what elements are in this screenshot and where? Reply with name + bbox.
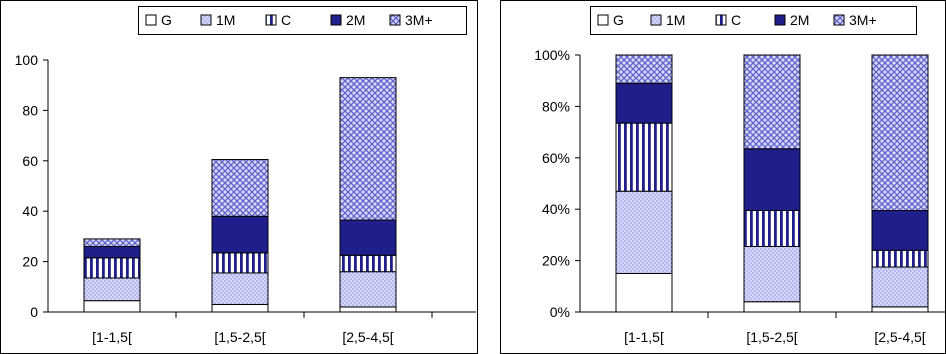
- legend-box: [138, 6, 467, 35]
- legend-label: 3M+: [849, 12, 877, 28]
- bar-segment-c: [211, 252, 269, 274]
- bar-segment-3mplus: [871, 54, 929, 211]
- bar-segment-1m: [615, 190, 673, 274]
- legend-swatch: [650, 14, 662, 26]
- y-tick-label: 0: [30, 304, 38, 320]
- legend-label: G: [613, 12, 624, 28]
- bar-segment-g: [211, 303, 269, 313]
- bar-segment-3mplus: [615, 54, 673, 84]
- legend-label: 1M: [666, 12, 685, 28]
- legend-swatch: [715, 14, 727, 26]
- bar-segment-2m: [743, 148, 801, 211]
- bar-segment-3mplus: [83, 238, 141, 247]
- y-tick-label: 80: [22, 102, 38, 118]
- legend-label: 1M: [216, 12, 235, 28]
- bar-segment-g: [871, 306, 929, 313]
- legend-label: 2M: [346, 12, 365, 28]
- legend-swatch: [597, 14, 609, 26]
- bar-segment-c: [83, 257, 141, 279]
- x-tick-label: [1-1,5[: [624, 329, 664, 345]
- bar-segment-2m: [871, 209, 929, 251]
- legend-label: 2M: [790, 12, 809, 28]
- bar-segment-3mplus: [743, 54, 801, 150]
- bar-segment-g: [743, 301, 801, 313]
- legend-label: C: [731, 12, 741, 28]
- bar-segment-1m: [339, 271, 397, 308]
- legend: G 1M C 2M 3M+: [590, 6, 917, 35]
- y-tick-label: 100%: [534, 47, 570, 63]
- bar-segment-c: [871, 249, 929, 268]
- bar-segment-2m: [83, 245, 141, 259]
- bar-segment-g: [339, 306, 397, 313]
- bar-segment-1m: [871, 266, 929, 308]
- y-tick-label: 60%: [542, 150, 570, 166]
- x-tick-label: [1,5-2,5[: [214, 329, 265, 345]
- x-tick-label: [1,5-2,5[: [746, 329, 797, 345]
- y-tick-label: 60: [22, 153, 38, 169]
- y-tick-label: 40: [22, 203, 38, 219]
- bar-segment-2m: [211, 215, 269, 254]
- legend-swatch: [774, 14, 786, 26]
- y-tick-label: 40%: [542, 201, 570, 217]
- chart-frame: [500, 0, 946, 354]
- y-tick-label: 80%: [542, 98, 570, 114]
- legend-label: 3M+: [405, 12, 433, 28]
- bar-segment-1m: [211, 272, 269, 305]
- bar-segment-c: [743, 209, 801, 247]
- bar-segment-g: [615, 272, 673, 313]
- legend-label: C: [281, 12, 291, 28]
- chart-left-counts: 0 20 40 60 80 100 [1-1,5[ [1,5-2,5[ [2,5-4,5[ G 1M…: [0, 0, 478, 354]
- legend-swatch: [145, 14, 157, 26]
- bar-segment-2m: [339, 219, 397, 256]
- bar-segment-1m: [83, 277, 141, 302]
- y-tick-label: 20: [22, 254, 38, 270]
- legend-swatch: [200, 14, 212, 26]
- chart-right-percentages: 0% 20% 40% 60% 80% 100% [1-1,5[ [1,5-2,5[ [2,5-4…: [500, 0, 946, 354]
- legend-label: G: [161, 12, 172, 28]
- bar-segment-1m: [743, 245, 801, 303]
- x-tick-label: [2,5-4,5[: [342, 329, 393, 345]
- legend: G 1M C 2M 3M+: [138, 6, 467, 35]
- bar-segment-2m: [615, 82, 673, 124]
- y-tick-label: 20%: [542, 253, 570, 269]
- bar-segment-3mplus: [339, 77, 397, 221]
- x-tick-label: [2,5-4,5[: [874, 329, 925, 345]
- y-tick-label: 0%: [550, 304, 570, 320]
- y-tick-label: 100: [15, 52, 39, 68]
- x-tick-label: [1-1,5[: [92, 329, 132, 345]
- legend-swatch: [330, 14, 342, 26]
- legend-swatch: [389, 14, 401, 26]
- bar-segment-3mplus: [211, 159, 269, 217]
- bar-segment-g: [83, 300, 141, 313]
- bar-segment-c: [339, 254, 397, 273]
- bar-segment-c: [615, 122, 673, 192]
- legend-box: [590, 6, 917, 35]
- legend-swatch: [265, 14, 277, 26]
- legend-swatch: [833, 14, 845, 26]
